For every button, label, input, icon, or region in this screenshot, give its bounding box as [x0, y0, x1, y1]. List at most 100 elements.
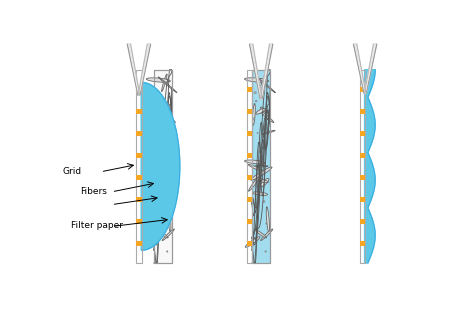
- Ellipse shape: [245, 78, 269, 82]
- Circle shape: [155, 118, 156, 120]
- Polygon shape: [365, 70, 375, 263]
- Polygon shape: [128, 44, 140, 95]
- Ellipse shape: [255, 229, 266, 238]
- Bar: [360, 87, 365, 92]
- Ellipse shape: [261, 229, 273, 240]
- Circle shape: [253, 118, 255, 120]
- Ellipse shape: [168, 207, 171, 232]
- Polygon shape: [260, 44, 273, 99]
- Ellipse shape: [259, 110, 274, 123]
- Circle shape: [161, 151, 163, 152]
- Ellipse shape: [262, 130, 275, 134]
- Polygon shape: [249, 44, 262, 99]
- Bar: [360, 109, 365, 114]
- Bar: [137, 241, 142, 246]
- Bar: [137, 109, 142, 114]
- Bar: [360, 70, 365, 263]
- Circle shape: [257, 133, 258, 134]
- Bar: [137, 70, 142, 263]
- Circle shape: [164, 185, 166, 187]
- Ellipse shape: [147, 237, 162, 247]
- Ellipse shape: [150, 173, 164, 191]
- Ellipse shape: [248, 173, 262, 191]
- Ellipse shape: [266, 207, 269, 232]
- Bar: [246, 87, 252, 92]
- Circle shape: [167, 223, 168, 224]
- Polygon shape: [142, 82, 180, 250]
- Bar: [137, 153, 142, 158]
- Bar: [137, 87, 142, 92]
- Bar: [137, 197, 142, 202]
- Ellipse shape: [256, 77, 275, 93]
- Circle shape: [167, 123, 168, 124]
- Bar: [360, 197, 365, 202]
- Bar: [246, 241, 252, 246]
- Bar: [360, 131, 365, 136]
- Polygon shape: [261, 44, 272, 99]
- Text: Grid: Grid: [63, 167, 82, 176]
- Text: Filter paper: Filter paper: [72, 221, 123, 230]
- Bar: [246, 131, 252, 136]
- Bar: [246, 70, 252, 263]
- Ellipse shape: [164, 130, 177, 134]
- Text: Fibers: Fibers: [81, 187, 108, 196]
- Ellipse shape: [260, 107, 268, 113]
- Bar: [246, 175, 252, 180]
- Ellipse shape: [146, 78, 170, 82]
- Polygon shape: [138, 44, 151, 95]
- Ellipse shape: [157, 229, 168, 238]
- Circle shape: [265, 123, 266, 124]
- Circle shape: [255, 100, 257, 102]
- Circle shape: [256, 169, 257, 170]
- Circle shape: [159, 133, 160, 134]
- Polygon shape: [365, 44, 377, 93]
- Circle shape: [254, 92, 256, 94]
- Ellipse shape: [248, 164, 264, 172]
- Ellipse shape: [253, 192, 268, 195]
- Ellipse shape: [245, 237, 260, 247]
- Bar: [246, 109, 252, 114]
- Circle shape: [265, 251, 266, 252]
- Ellipse shape: [158, 77, 177, 93]
- Ellipse shape: [256, 108, 265, 114]
- Ellipse shape: [253, 104, 255, 125]
- Ellipse shape: [162, 107, 169, 113]
- Ellipse shape: [157, 166, 170, 167]
- Ellipse shape: [162, 74, 167, 92]
- Circle shape: [157, 100, 159, 102]
- Bar: [154, 70, 172, 263]
- Ellipse shape: [251, 167, 272, 180]
- Polygon shape: [138, 44, 149, 95]
- Circle shape: [158, 169, 159, 170]
- Ellipse shape: [162, 179, 171, 186]
- Ellipse shape: [152, 167, 173, 180]
- Ellipse shape: [146, 160, 167, 164]
- Ellipse shape: [260, 74, 265, 92]
- Ellipse shape: [251, 177, 268, 183]
- Bar: [137, 131, 142, 136]
- Bar: [154, 70, 172, 263]
- Circle shape: [166, 251, 168, 252]
- Ellipse shape: [245, 160, 265, 164]
- Bar: [246, 197, 252, 202]
- Bar: [246, 153, 252, 158]
- Ellipse shape: [162, 229, 174, 240]
- Polygon shape: [251, 44, 262, 99]
- Bar: [252, 70, 270, 263]
- Circle shape: [259, 151, 261, 153]
- Bar: [246, 219, 252, 224]
- Ellipse shape: [260, 178, 269, 186]
- Circle shape: [156, 92, 158, 94]
- Circle shape: [263, 201, 265, 203]
- Polygon shape: [129, 44, 139, 95]
- Ellipse shape: [161, 110, 175, 123]
- Polygon shape: [354, 44, 366, 93]
- Bar: [252, 70, 270, 263]
- Ellipse shape: [155, 104, 157, 125]
- Ellipse shape: [155, 192, 169, 195]
- Polygon shape: [355, 44, 365, 93]
- Circle shape: [266, 223, 267, 224]
- Bar: [360, 153, 365, 158]
- Bar: [252, 70, 270, 263]
- Bar: [360, 241, 365, 246]
